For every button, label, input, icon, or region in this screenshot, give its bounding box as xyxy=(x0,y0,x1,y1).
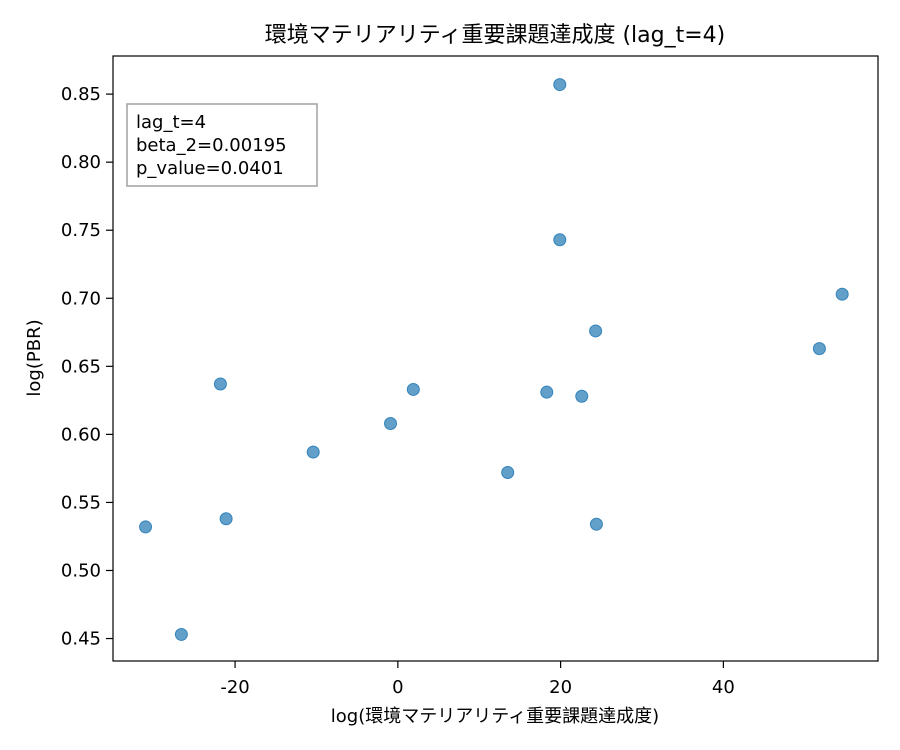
y-tick-label: 0.65 xyxy=(61,356,101,377)
annotation-box xyxy=(126,103,318,187)
scatter-point xyxy=(812,342,826,356)
scatter-point xyxy=(406,382,420,396)
annotation-line-beta: beta_2=0.00195 xyxy=(136,135,287,156)
scatter-point xyxy=(306,445,320,459)
scatter-point xyxy=(835,287,849,301)
scatter-point xyxy=(501,465,515,479)
annotation-line-pvalue: p_value=0.0401 xyxy=(136,158,284,179)
x-axis: -20 0 20 40 xyxy=(220,661,735,698)
y-tick-label: 0.55 xyxy=(61,492,101,513)
scatter-point xyxy=(384,416,398,430)
stats-annotation: lag_t=4 beta_2=0.00195 p_value=0.0401 xyxy=(126,103,318,187)
y-tick-label: 0.60 xyxy=(61,424,101,445)
scatter-point xyxy=(139,520,153,534)
scatter-point xyxy=(174,627,188,641)
y-tick-label: 0.45 xyxy=(61,629,101,650)
x-tick-label: 40 xyxy=(712,677,735,698)
data-points xyxy=(139,78,849,641)
y-tick-label: 0.50 xyxy=(61,560,101,581)
scatter-point xyxy=(540,385,554,399)
x-tick-label: -20 xyxy=(220,677,249,698)
y-axis-label: log(PBR) xyxy=(24,319,45,396)
chart-title: 環境マテリアリティ重要課題達成度 (lag_t=4) xyxy=(265,23,725,48)
x-axis-label: log(環境マテリアリティ重要課題達成度) xyxy=(331,706,659,727)
scatter-point xyxy=(575,389,589,403)
scatter-point xyxy=(553,78,567,92)
y-axis: 0.45 0.50 0.55 0.60 0.65 0.70 0.75 0.80 0.85 xyxy=(61,84,113,650)
scatter-point xyxy=(589,324,603,338)
scatter-point xyxy=(219,512,233,526)
scatter-point xyxy=(553,233,567,247)
x-tick-label: 0 xyxy=(392,677,403,698)
y-tick-label: 0.75 xyxy=(61,220,101,241)
annotation-line-lag: lag_t=4 xyxy=(136,112,206,133)
y-tick-label: 0.85 xyxy=(61,84,101,105)
y-tick-label: 0.70 xyxy=(61,288,101,309)
scatter-point xyxy=(213,377,227,391)
x-tick-label: 20 xyxy=(549,677,572,698)
y-tick-label: 0.80 xyxy=(61,152,101,173)
scatter-point xyxy=(589,517,603,531)
